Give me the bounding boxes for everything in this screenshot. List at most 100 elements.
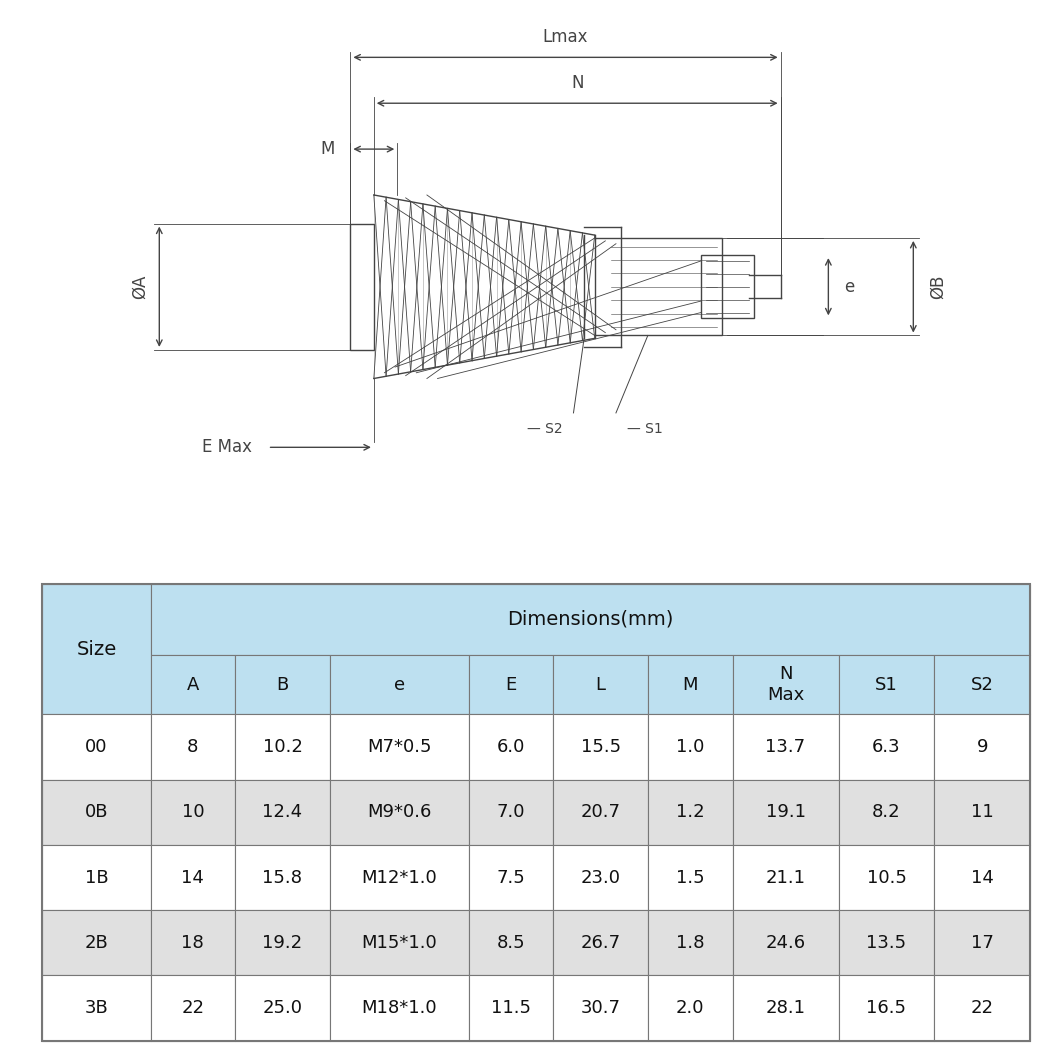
Bar <box>733 715 839 780</box>
Bar <box>839 845 935 910</box>
Bar <box>648 655 733 715</box>
Bar <box>42 845 151 910</box>
Text: S2: S2 <box>971 675 994 693</box>
Bar <box>235 845 330 910</box>
Bar <box>235 910 330 976</box>
Text: 25.0: 25.0 <box>262 999 303 1017</box>
Text: 14: 14 <box>182 869 204 887</box>
Text: A: A <box>187 675 199 693</box>
Text: B: B <box>276 675 289 693</box>
Bar <box>235 655 330 715</box>
Bar <box>733 655 839 715</box>
Bar <box>935 780 1030 845</box>
Bar <box>839 715 935 780</box>
Text: S1: S1 <box>875 675 897 693</box>
Text: — S1: — S1 <box>627 422 663 435</box>
Text: 7.5: 7.5 <box>497 869 526 887</box>
Bar <box>330 780 468 845</box>
Text: M7*0.5: M7*0.5 <box>367 738 431 756</box>
Bar <box>553 845 648 910</box>
Bar <box>350 224 374 349</box>
Bar <box>935 976 1030 1041</box>
Text: 26.7: 26.7 <box>581 933 621 952</box>
Text: 21.1: 21.1 <box>766 869 806 887</box>
Bar <box>468 910 553 976</box>
Text: 2B: 2B <box>85 933 108 952</box>
Bar <box>42 715 151 780</box>
Text: M: M <box>683 675 698 693</box>
Bar <box>468 780 553 845</box>
Text: 11: 11 <box>971 803 994 821</box>
Text: 8.2: 8.2 <box>872 803 901 821</box>
Text: 10: 10 <box>182 803 204 821</box>
Text: e: e <box>844 278 855 295</box>
Text: 16.5: 16.5 <box>867 999 907 1017</box>
Bar <box>151 715 235 780</box>
Text: 20.7: 20.7 <box>581 803 620 821</box>
Text: 6.0: 6.0 <box>497 738 526 756</box>
Text: 22: 22 <box>971 999 994 1017</box>
Bar <box>553 780 648 845</box>
Text: L: L <box>596 675 605 693</box>
Text: 28.1: 28.1 <box>766 999 806 1017</box>
Text: 12.4: 12.4 <box>262 803 303 821</box>
Bar <box>553 976 648 1041</box>
Text: E: E <box>506 675 517 693</box>
Text: 13.7: 13.7 <box>766 738 806 756</box>
Bar <box>553 715 648 780</box>
Bar <box>235 976 330 1041</box>
Bar <box>701 255 754 319</box>
Bar <box>151 976 235 1041</box>
Bar <box>553 910 648 976</box>
Text: ØA: ØA <box>131 275 149 298</box>
Bar <box>935 715 1030 780</box>
Text: 1.5: 1.5 <box>676 869 704 887</box>
Text: 11.5: 11.5 <box>491 999 531 1017</box>
Bar <box>648 715 733 780</box>
Bar <box>468 845 553 910</box>
Text: 18: 18 <box>182 933 204 952</box>
Text: ØB: ØB <box>929 275 947 298</box>
Text: N
Max: N Max <box>767 665 804 704</box>
Bar <box>733 780 839 845</box>
Text: Size: Size <box>76 639 117 658</box>
Bar <box>468 655 553 715</box>
Text: 17: 17 <box>971 933 994 952</box>
Bar <box>553 655 648 715</box>
Bar <box>839 910 935 976</box>
Bar <box>42 584 151 715</box>
Text: — S2: — S2 <box>527 422 563 435</box>
Bar <box>648 976 733 1041</box>
Bar <box>935 845 1030 910</box>
Bar <box>935 655 1030 715</box>
Text: 24.6: 24.6 <box>766 933 806 952</box>
Text: M12*1.0: M12*1.0 <box>361 869 438 887</box>
Text: 9: 9 <box>976 738 988 756</box>
Text: 1.8: 1.8 <box>676 933 704 952</box>
Bar <box>468 715 553 780</box>
Text: 00: 00 <box>85 738 108 756</box>
Text: 8.5: 8.5 <box>497 933 526 952</box>
Bar <box>595 238 722 336</box>
Text: M18*1.0: M18*1.0 <box>361 999 438 1017</box>
Bar <box>42 976 151 1041</box>
Text: 3B: 3B <box>85 999 108 1017</box>
Text: 19.2: 19.2 <box>262 933 303 952</box>
Text: 7.0: 7.0 <box>497 803 526 821</box>
Bar <box>839 976 935 1041</box>
Bar <box>42 780 151 845</box>
Bar <box>330 715 468 780</box>
Text: 1.0: 1.0 <box>676 738 704 756</box>
Text: 8: 8 <box>187 738 199 756</box>
Bar <box>151 780 235 845</box>
Bar <box>839 655 935 715</box>
Bar <box>330 976 468 1041</box>
Bar <box>648 910 733 976</box>
Text: N: N <box>571 73 583 91</box>
Bar <box>733 910 839 976</box>
Bar <box>330 845 468 910</box>
Bar <box>733 976 839 1041</box>
Text: 10.2: 10.2 <box>262 738 303 756</box>
Text: M15*1.0: M15*1.0 <box>361 933 438 952</box>
Text: 6.3: 6.3 <box>872 738 901 756</box>
